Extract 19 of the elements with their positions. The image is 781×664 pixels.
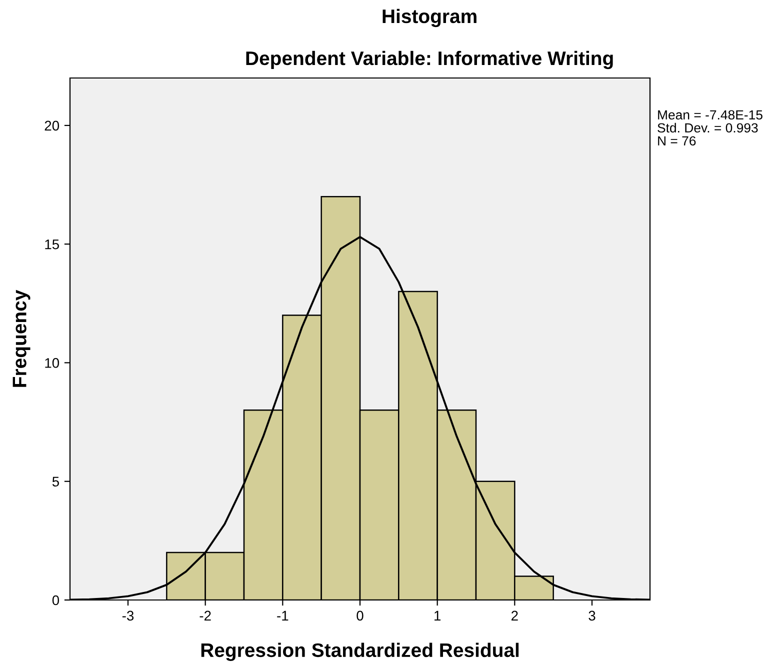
y-tick-label: 0 xyxy=(52,595,60,606)
x-tick-label: -1 xyxy=(277,610,288,620)
text: N = 76 xyxy=(658,136,696,146)
text: Mean = -7.48E-15 xyxy=(658,110,762,120)
x-tick-label: 0 xyxy=(356,610,364,621)
y-tick-label: 5 xyxy=(52,476,59,487)
x-tick-label: 2 xyxy=(512,610,518,620)
y-tick-label: 15 xyxy=(45,240,60,250)
chart-subtitle: Dependent Variable: Informative Writing xyxy=(246,50,613,70)
x-tick-label: -3 xyxy=(122,610,134,621)
x-tick-label: 1 xyxy=(434,610,441,620)
y-tick-label: 20 xyxy=(44,120,60,131)
y-axis-title: Frequency xyxy=(12,290,30,387)
x-axis-title: Regression Standardized Residual xyxy=(201,642,519,662)
chart-title: Histogram xyxy=(382,8,476,28)
text: Std. Dev. = 0.993 xyxy=(658,122,758,133)
x-tick-label: -2 xyxy=(200,610,211,620)
x-tick-label: 3 xyxy=(588,610,596,621)
y-tick-label: 10 xyxy=(45,358,60,368)
